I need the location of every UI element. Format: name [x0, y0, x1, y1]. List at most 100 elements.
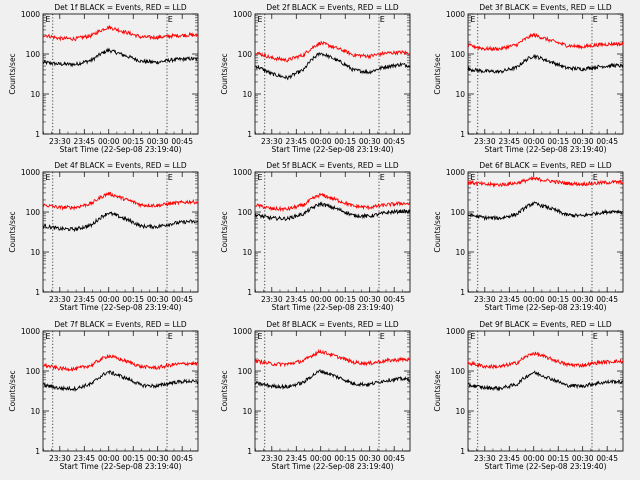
plot-frame [254, 13, 411, 135]
panel-title: Det 1f BLACK = Events, RED = LLD [54, 3, 187, 12]
event-marker-label: E [168, 173, 173, 182]
event-marker-label: E [257, 173, 262, 182]
x-tick-label: 23:30 [261, 454, 283, 463]
x-tick-label: 23:30 [261, 295, 283, 304]
series-line-red [254, 192, 411, 213]
x-tick-label: 00:30 [572, 137, 594, 146]
x-tick-label: 00:15 [547, 454, 569, 463]
plot-frame [467, 171, 624, 293]
panel-det-5: Det 5f BLACK = Events, RED = LLD 1 10 100 10… [220, 161, 411, 312]
y-axis-label: Counts/sec [220, 370, 229, 411]
y-tick-label: 1 [35, 447, 40, 456]
plot-frame [42, 171, 199, 293]
x-tick-label: 23:45 [285, 295, 307, 304]
y-tick-label: 1 [247, 288, 252, 297]
panel-det-8: Det 8f BLACK = Events, RED = LLD 1 10 100 10… [220, 320, 411, 471]
y-tick-label: 1000 [233, 327, 252, 336]
y-tick-label: 100 [26, 50, 41, 59]
x-tick-label: 23:45 [498, 137, 520, 146]
y-tick-label: 1000 [233, 10, 252, 19]
x-tick-label: 00:15 [334, 454, 356, 463]
x-tick-label: 00:30 [359, 454, 381, 463]
x-tick-label: 00:15 [547, 295, 569, 304]
event-marker-label: E [470, 332, 475, 341]
y-tick-label: 100 [451, 208, 466, 217]
x-axis-label: Start Time (22-Sep-08 23:19:40) [272, 145, 394, 154]
x-tick-label: 00:15 [547, 137, 569, 146]
y-tick-label: 100 [451, 367, 466, 376]
y-tick-label: 1 [35, 130, 40, 139]
panel-det-2: Det 2f BLACK = Events, RED = LLD 1 10 100 10… [220, 3, 411, 154]
event-marker-label: E [257, 15, 262, 24]
x-tick-label: 23:30 [49, 454, 71, 463]
event-marker-label: E [470, 15, 475, 24]
y-tick-label: 10 [455, 90, 465, 99]
plot-frame [254, 171, 411, 293]
x-axis-label: Start Time (22-Sep-08 23:19:40) [272, 303, 394, 312]
y-tick-label: 100 [451, 50, 466, 59]
panel-title: Det 8f BLACK = Events, RED = LLD [266, 320, 399, 329]
series-line-red [467, 175, 624, 188]
y-tick-label: 10 [242, 90, 252, 99]
event-marker-label: E [45, 173, 50, 182]
panel-title: Det 9f BLACK = Events, RED = LLD [479, 320, 612, 329]
x-tick-label: 00:00 [523, 295, 545, 304]
y-tick-label: 10 [30, 90, 40, 99]
x-tick-label: 23:45 [285, 454, 307, 463]
plot-frame [42, 330, 199, 452]
event-marker-label: E [380, 332, 385, 341]
x-tick-label: 00:45 [383, 454, 405, 463]
y-tick-label: 10 [30, 407, 40, 416]
y-tick-label: 1 [247, 447, 252, 456]
event-marker-label: E [380, 173, 385, 182]
y-tick-label: 1000 [21, 10, 40, 19]
y-tick-label: 10 [242, 407, 252, 416]
series-line-black [254, 368, 411, 391]
x-tick-label: 00:15 [122, 454, 144, 463]
y-tick-label: 1000 [21, 327, 40, 336]
series-line-black [467, 200, 624, 222]
y-tick-label: 100 [238, 50, 253, 59]
y-tick-label: 100 [238, 367, 253, 376]
x-tick-label: 00:45 [596, 454, 618, 463]
x-axis-label: Start Time (22-Sep-08 23:19:40) [60, 462, 182, 471]
event-marker-label: E [593, 15, 598, 24]
x-tick-label: 00:30 [359, 137, 381, 146]
panel-title: Det 7f BLACK = Events, RED = LLD [54, 320, 187, 329]
y-tick-label: 1 [460, 447, 465, 456]
y-tick-label: 100 [26, 367, 41, 376]
x-tick-label: 00:00 [523, 137, 545, 146]
series-line-black [42, 47, 199, 68]
y-tick-label: 1000 [446, 327, 465, 336]
series-line-red [254, 40, 411, 63]
y-tick-label: 1000 [233, 168, 252, 177]
x-tick-label: 23:45 [498, 454, 520, 463]
y-tick-label: 10 [242, 248, 252, 257]
x-tick-label: 23:45 [285, 137, 307, 146]
plot-frame [254, 330, 411, 452]
event-marker-label: E [168, 15, 173, 24]
x-tick-label: 00:00 [523, 454, 545, 463]
x-tick-label: 00:45 [171, 454, 193, 463]
x-tick-label: 00:30 [147, 137, 169, 146]
x-tick-label: 00:45 [171, 137, 193, 146]
x-tick-label: 00:30 [147, 295, 169, 304]
event-marker-label: E [593, 173, 598, 182]
panel-title: Det 2f BLACK = Events, RED = LLD [266, 3, 399, 12]
x-tick-label: 00:00 [98, 137, 120, 146]
x-tick-label: 23:45 [498, 295, 520, 304]
y-axis-label: Counts/sec [220, 53, 229, 94]
y-tick-label: 1 [460, 288, 465, 297]
x-axis-label: Start Time (22-Sep-08 23:19:40) [485, 303, 607, 312]
x-tick-label: 23:45 [73, 137, 95, 146]
x-tick-label: 00:00 [98, 454, 120, 463]
panel-det-9: Det 9f BLACK = Events, RED = LLD 1 10 100 10… [433, 320, 624, 471]
x-tick-label: 23:30 [49, 295, 71, 304]
x-tick-label: 00:30 [572, 295, 594, 304]
x-tick-label: 00:00 [98, 295, 120, 304]
y-axis-label: Counts/sec [8, 211, 17, 252]
x-tick-label: 00:00 [310, 137, 332, 146]
event-marker-label: E [470, 173, 475, 182]
y-tick-label: 1 [247, 130, 252, 139]
